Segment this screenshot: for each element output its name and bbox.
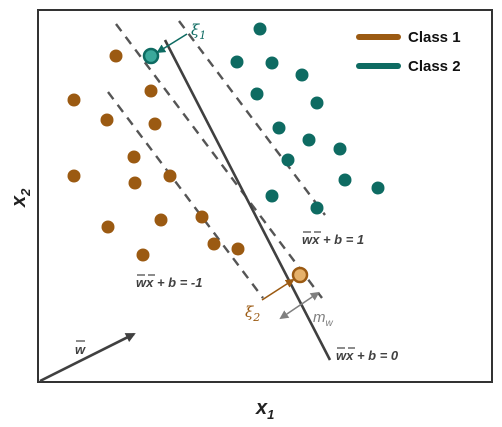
equation-center: wx + b = 0 xyxy=(336,347,399,363)
class-1-point xyxy=(67,93,81,107)
legend: Class 1 Class 2 xyxy=(356,29,461,75)
legend-label-class-1: Class 1 xyxy=(408,29,461,46)
class-1-point xyxy=(207,237,221,251)
class-2-point xyxy=(302,133,316,147)
class-2-point xyxy=(295,68,309,82)
legend-label-class-2: Class 2 xyxy=(408,58,461,75)
margin-label: mw xyxy=(313,309,334,329)
class-1-point xyxy=(128,176,142,190)
equation-upper: wx + b = 1 xyxy=(302,231,364,247)
class-2-point xyxy=(310,201,324,215)
class-1-point xyxy=(163,169,177,183)
class-1-point xyxy=(100,113,114,127)
margin-width-arrow xyxy=(279,291,320,320)
svg-text:w: w xyxy=(75,342,86,357)
class-1-point xyxy=(136,248,150,262)
class-1-point xyxy=(67,169,81,183)
plot-frame xyxy=(37,9,493,383)
class-1-point xyxy=(231,242,245,256)
class-1-point xyxy=(144,84,158,98)
support-vector-class-2 xyxy=(142,47,160,65)
class-2-point xyxy=(230,55,244,69)
svg-text:wx + b = -1: wx + b = -1 xyxy=(136,275,203,290)
support-vector-class-1 xyxy=(291,266,309,284)
class-2-point xyxy=(265,189,279,203)
svg-text:wx + b = 1: wx + b = 1 xyxy=(302,232,364,247)
class-1-point xyxy=(154,213,168,227)
class-1-point xyxy=(109,49,123,63)
class-2-point xyxy=(250,87,264,101)
class-2-point xyxy=(265,56,279,70)
x-axis-label: x1 xyxy=(255,397,274,422)
slack-label-xi1: ξ1 xyxy=(191,21,206,42)
class-1-point xyxy=(148,117,162,131)
class-2-point xyxy=(272,121,286,135)
margin-line-lower-ext xyxy=(107,91,264,299)
class-2-point xyxy=(253,22,267,36)
class-2-point xyxy=(281,153,295,167)
weight-vector-arrow xyxy=(39,332,136,383)
class-2-point xyxy=(338,173,352,187)
class-1-point xyxy=(101,220,115,234)
class-2-point xyxy=(371,181,385,195)
y-axis-label: x2 xyxy=(8,188,33,208)
slack-arrow-xi1 xyxy=(156,33,188,54)
class-2-point xyxy=(333,142,347,156)
class-1-points xyxy=(67,49,245,262)
class-1-point xyxy=(127,150,141,164)
slack-label-xi2: ξ2 xyxy=(245,303,260,324)
equation-lower: wx + b = -1 xyxy=(136,274,203,290)
class-1-point xyxy=(195,210,209,224)
weight-vector-label: w xyxy=(75,340,86,357)
slack-arrow-xi2 xyxy=(261,278,295,301)
class-2-points xyxy=(230,22,385,215)
class-2-point xyxy=(310,96,324,110)
svg-text:wx + b = 0: wx + b = 0 xyxy=(336,348,399,363)
margin-line-lower xyxy=(178,20,326,216)
